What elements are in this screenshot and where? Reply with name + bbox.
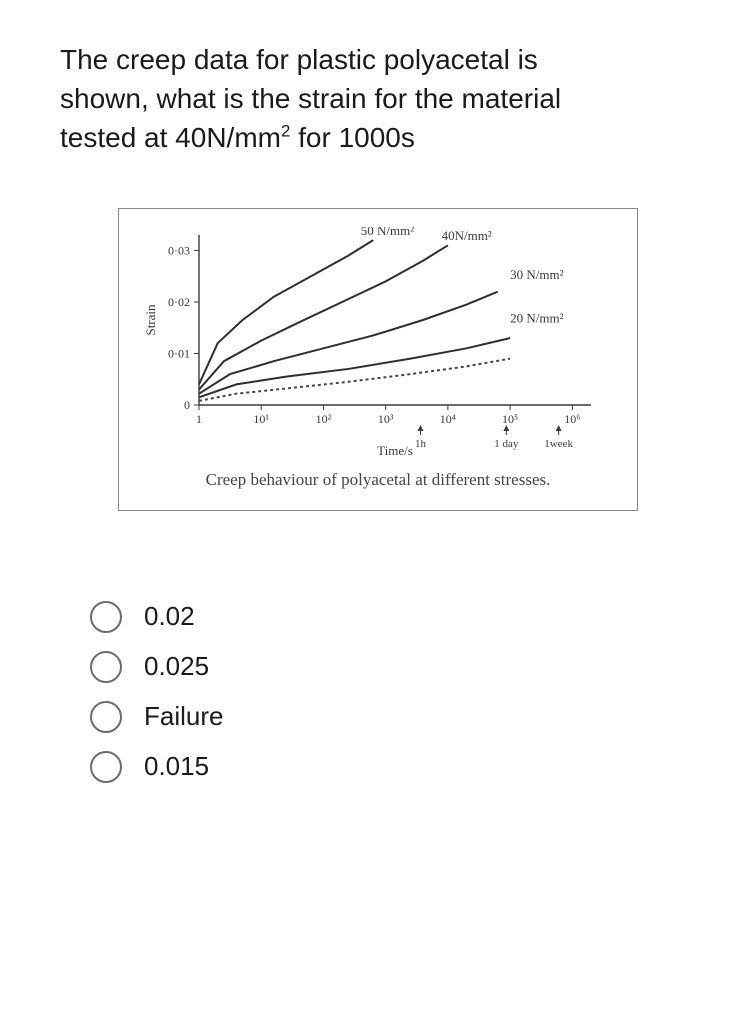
option-label: Failure [144, 701, 223, 732]
svg-text:1: 1 [196, 412, 202, 426]
svg-text:10⁴: 10⁴ [440, 412, 456, 426]
svg-text:10⁵: 10⁵ [502, 412, 518, 426]
radio-icon[interactable] [90, 751, 122, 783]
svg-text:0·01: 0·01 [168, 346, 190, 360]
svg-text:1week: 1week [544, 438, 573, 450]
figure-container: 0 0·01 0·02 0·03 1 10¹ 10² 10³ 10⁴ 10⁵ 10⁶ 1h 1 day 1… [118, 208, 638, 511]
question-line3-sup: 2 [281, 122, 290, 141]
svg-text:1 day: 1 day [494, 438, 519, 450]
figure-caption: Creep behaviour of polyacetal at differe… [141, 470, 615, 490]
svg-text:10⁶: 10⁶ [564, 412, 580, 426]
radio-icon[interactable] [90, 651, 122, 683]
page: The creep data for plastic polyacetal is… [0, 0, 756, 1024]
svg-text:0·03: 0·03 [168, 243, 190, 257]
radio-icon[interactable] [90, 701, 122, 733]
option-opt-d[interactable]: 0.015 [90, 751, 696, 783]
option-opt-a[interactable]: 0.02 [90, 601, 696, 633]
chart-svg: 0 0·01 0·02 0·03 1 10¹ 10² 10³ 10⁴ 10⁵ 10⁶ 1h 1 day 1… [141, 227, 601, 457]
svg-text:1h: 1h [415, 438, 427, 450]
question-line2: shown, what is the strain for the materi… [60, 83, 561, 114]
svg-text:10¹: 10¹ [253, 412, 269, 426]
option-label: 0.02 [144, 601, 195, 632]
option-opt-b[interactable]: 0.025 [90, 651, 696, 683]
question-text: The creep data for plastic polyacetal is… [60, 40, 696, 158]
svg-text:10³: 10³ [378, 412, 394, 426]
svg-text:0: 0 [184, 398, 190, 412]
answer-options: 0.02 0.025 Failure 0.015 [90, 601, 696, 783]
creep-chart: 0 0·01 0·02 0·03 1 10¹ 10² 10³ 10⁴ 10⁵ 10⁶ 1h 1 day 1… [141, 227, 615, 462]
radio-icon[interactable] [90, 601, 122, 633]
question-line3-post: for 1000s [290, 122, 415, 153]
svg-text:Time/s: Time/s [377, 443, 413, 457]
option-label: 0.025 [144, 651, 209, 682]
svg-text:30 N/mm²: 30 N/mm² [510, 266, 563, 281]
svg-text:Strain: Strain [143, 304, 158, 336]
svg-text:10²: 10² [316, 412, 332, 426]
option-opt-c[interactable]: Failure [90, 701, 696, 733]
option-label: 0.015 [144, 751, 209, 782]
svg-text:40N/mm²: 40N/mm² [442, 228, 492, 243]
svg-text:50 N/mm²: 50 N/mm² [361, 227, 414, 238]
question-line1: The creep data for plastic polyacetal is [60, 44, 538, 75]
question-line3-pre: tested at 40N/mm [60, 122, 281, 153]
svg-text:20 N/mm²: 20 N/mm² [510, 310, 563, 325]
svg-text:0·02: 0·02 [168, 295, 190, 309]
